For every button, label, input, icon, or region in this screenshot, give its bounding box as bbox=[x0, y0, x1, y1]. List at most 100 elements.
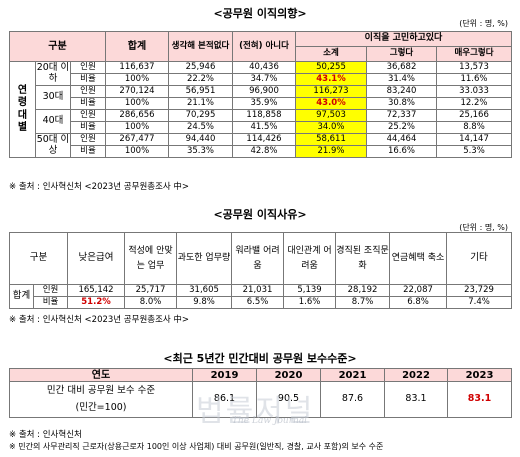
turnover-reasons-table: 구분 낮은급여 적성에 안맞는 업무 과도한 업무량 워라밸 어려움 대인관계 … bbox=[8, 232, 513, 309]
cell-subtotal: 50,255 bbox=[295, 61, 367, 74]
cell-total: 100% bbox=[105, 145, 169, 158]
table-row: 비율 100% 21.1% 35.9% 43.0% 30.8% 12.2% bbox=[10, 97, 512, 110]
table1-source: ※ 출처 : 인사혁신처 <2023년 공무원총조사 中> bbox=[9, 182, 190, 192]
table2-title: <공무원 이직사유> bbox=[213, 208, 307, 221]
cell-subtotal: 97,503 bbox=[295, 109, 367, 122]
cell-rigid-culture: 28,192 bbox=[335, 284, 391, 297]
cell-never-thought: 35.3% bbox=[168, 145, 233, 158]
pay-cell-2020: 90.5 bbox=[256, 381, 321, 418]
cell-not-at-all: 40,436 bbox=[232, 61, 296, 74]
pay-header-2019: 2019 bbox=[192, 368, 257, 382]
pay-cell-2019: 86.1 bbox=[192, 381, 257, 418]
pay-row-label-sub: (민간=100) bbox=[75, 401, 127, 413]
cell-aptitude: 8.0% bbox=[124, 296, 178, 309]
cell-not-at-all: 35.9% bbox=[232, 97, 296, 110]
cell-yes: 30.8% bbox=[366, 97, 437, 110]
cell-strongly-yes: 14,147 bbox=[436, 133, 512, 146]
cell-total: 286,656 bbox=[105, 109, 169, 122]
cell-low-pay: 51.2% bbox=[67, 296, 126, 309]
cell-yes: 16.6% bbox=[366, 145, 437, 158]
cell-never-thought: 25,946 bbox=[168, 61, 233, 74]
row-kind: 인원 bbox=[32, 284, 69, 297]
cell-total: 267,477 bbox=[105, 133, 169, 146]
row-kind: 비율 bbox=[70, 97, 106, 110]
cell-not-at-all: 34.7% bbox=[232, 73, 296, 86]
table-row: 비율 100% 35.3% 42.8% 21.9% 16.6% 5.3% bbox=[10, 145, 512, 158]
cell-yes: 36,682 bbox=[366, 61, 437, 74]
cell-workload: 31,605 bbox=[176, 284, 233, 297]
cell-not-at-all: 114,426 bbox=[232, 133, 296, 146]
cell-yes: 31.4% bbox=[366, 73, 437, 86]
header-yes: 그렇다 bbox=[366, 46, 437, 62]
cell-not-at-all: 41.5% bbox=[232, 121, 296, 134]
row-kind: 비율 bbox=[70, 121, 106, 134]
table-row: 민간 대비 공무원 보수 수준 (민간=100) 86.1 90.5 87.6 … bbox=[9, 381, 512, 418]
table-row: 50대 이상 인원 267,477 94,440 114,426 58,611 … bbox=[10, 133, 512, 158]
cell-subtotal: 43.0% bbox=[295, 97, 367, 110]
table1-unit: (단위 : 명, %) bbox=[459, 19, 508, 28]
pay-cell-2021: 87.6 bbox=[320, 381, 385, 418]
cell-never-thought: 56,951 bbox=[168, 85, 233, 98]
pay-cell-2022: 83.1 bbox=[384, 381, 448, 418]
reason-header-group: 구분 bbox=[8, 232, 69, 285]
header-considering: 이직을 고민하고있다 bbox=[295, 31, 512, 47]
cell-subtotal: 116,273 bbox=[295, 85, 367, 98]
header-never-thought: 생각해 본적없다 bbox=[168, 31, 233, 62]
table3-note-source: ※ 출처 : 인사혁신처 bbox=[9, 430, 82, 440]
cell-strongly-yes: 5.3% bbox=[436, 145, 512, 158]
cell-total: 100% bbox=[105, 121, 169, 134]
cell-yes: 44,464 bbox=[366, 133, 437, 146]
cell-subtotal: 21.9% bbox=[295, 145, 367, 158]
cell-rigid-culture: 8.7% bbox=[335, 296, 391, 309]
cell-never-thought: 70,295 bbox=[168, 109, 233, 122]
reason-row-group: 합계 bbox=[9, 284, 34, 309]
cell-strongly-yes: 33.033 bbox=[436, 85, 512, 98]
cell-strongly-yes: 25,166 bbox=[436, 109, 512, 122]
table-row: 비율 100% 22.2% 34.7% 43.1% 31.4% 11.6% bbox=[10, 73, 512, 86]
watermark-logo: 법률저널 bbox=[196, 394, 315, 429]
cell-pension: 22,087 bbox=[389, 284, 448, 297]
cell-total: 116,637 bbox=[105, 61, 169, 74]
turnover-intention-table: 구분 합계 생각해 본적없다 (전혀) 아니다 이직을 고민하고있다 소계 그렇… bbox=[9, 31, 512, 158]
cell-other: 23,729 bbox=[446, 284, 513, 297]
row-kind: 인원 bbox=[70, 133, 106, 146]
header-subtotal: 소계 bbox=[295, 46, 367, 62]
cell-subtotal: 58,611 bbox=[295, 133, 367, 146]
cell-other: 7.4% bbox=[446, 296, 513, 309]
cell-relations: 5,139 bbox=[283, 284, 337, 297]
age-group-label: 30대 bbox=[35, 85, 71, 110]
pay-header-2020: 2020 bbox=[256, 368, 321, 382]
header-not-at-all: (전혀) 아니다 bbox=[232, 31, 296, 62]
age-side-label: 연령대별 bbox=[9, 61, 36, 158]
row-kind: 비율 bbox=[70, 145, 106, 158]
age-group-label: 50대 이상 bbox=[35, 133, 71, 158]
table-row: 30대 인원 270,124 56,951 96,900 116,273 83,… bbox=[10, 85, 512, 110]
row-kind: 인원 bbox=[70, 109, 106, 122]
cell-subtotal: 34.0% bbox=[295, 121, 367, 134]
cell-low-pay: 165,142 bbox=[67, 284, 126, 297]
cell-strongly-yes: 12.2% bbox=[436, 97, 512, 110]
table3-note-definition: ※ 민간의 사무관리직 근로자(상용근로자 100인 이상 사업체) 대비 공무… bbox=[9, 442, 384, 451]
cell-subtotal: 43.1% bbox=[295, 73, 367, 86]
table-row: 합계 인원 165,142 25,717 31,605 21,031 5,139… bbox=[9, 284, 513, 309]
cell-strongly-yes: 8.8% bbox=[436, 121, 512, 134]
reason-header-rigid-culture: 경직된 조직문화 bbox=[335, 232, 391, 285]
reason-header-aptitude: 적성에 안맞는 업무 bbox=[124, 232, 178, 285]
cell-aptitude: 25,717 bbox=[124, 284, 178, 297]
cell-total: 100% bbox=[105, 97, 169, 110]
pay-header-year: 연도 bbox=[9, 368, 193, 382]
table-row: 비율 100% 24.5% 41.5% 34.0% 25.2% 8.8% bbox=[10, 121, 512, 134]
reason-header-pension: 연금혜택 축소 bbox=[389, 232, 448, 285]
pay-header-2023: 2023 bbox=[447, 368, 512, 382]
pay-row-label: 민간 대비 공무원 보수 수준 (민간=100) bbox=[9, 381, 193, 418]
reason-header-low-pay: 낮은급여 bbox=[67, 232, 126, 285]
cell-not-at-all: 118,858 bbox=[232, 109, 296, 122]
row-kind: 비율 bbox=[32, 296, 69, 309]
table1-title: <공무원 이직의향> bbox=[213, 7, 307, 20]
table-row: 40대 인원 286,656 70,295 118,858 97,503 72,… bbox=[10, 109, 512, 134]
age-group-label: 40대 bbox=[35, 109, 71, 134]
cell-work-life: 21,031 bbox=[231, 284, 285, 297]
cell-yes: 72,337 bbox=[366, 109, 437, 122]
cell-workload: 9.8% bbox=[176, 296, 233, 309]
cell-total: 270,124 bbox=[105, 85, 169, 98]
